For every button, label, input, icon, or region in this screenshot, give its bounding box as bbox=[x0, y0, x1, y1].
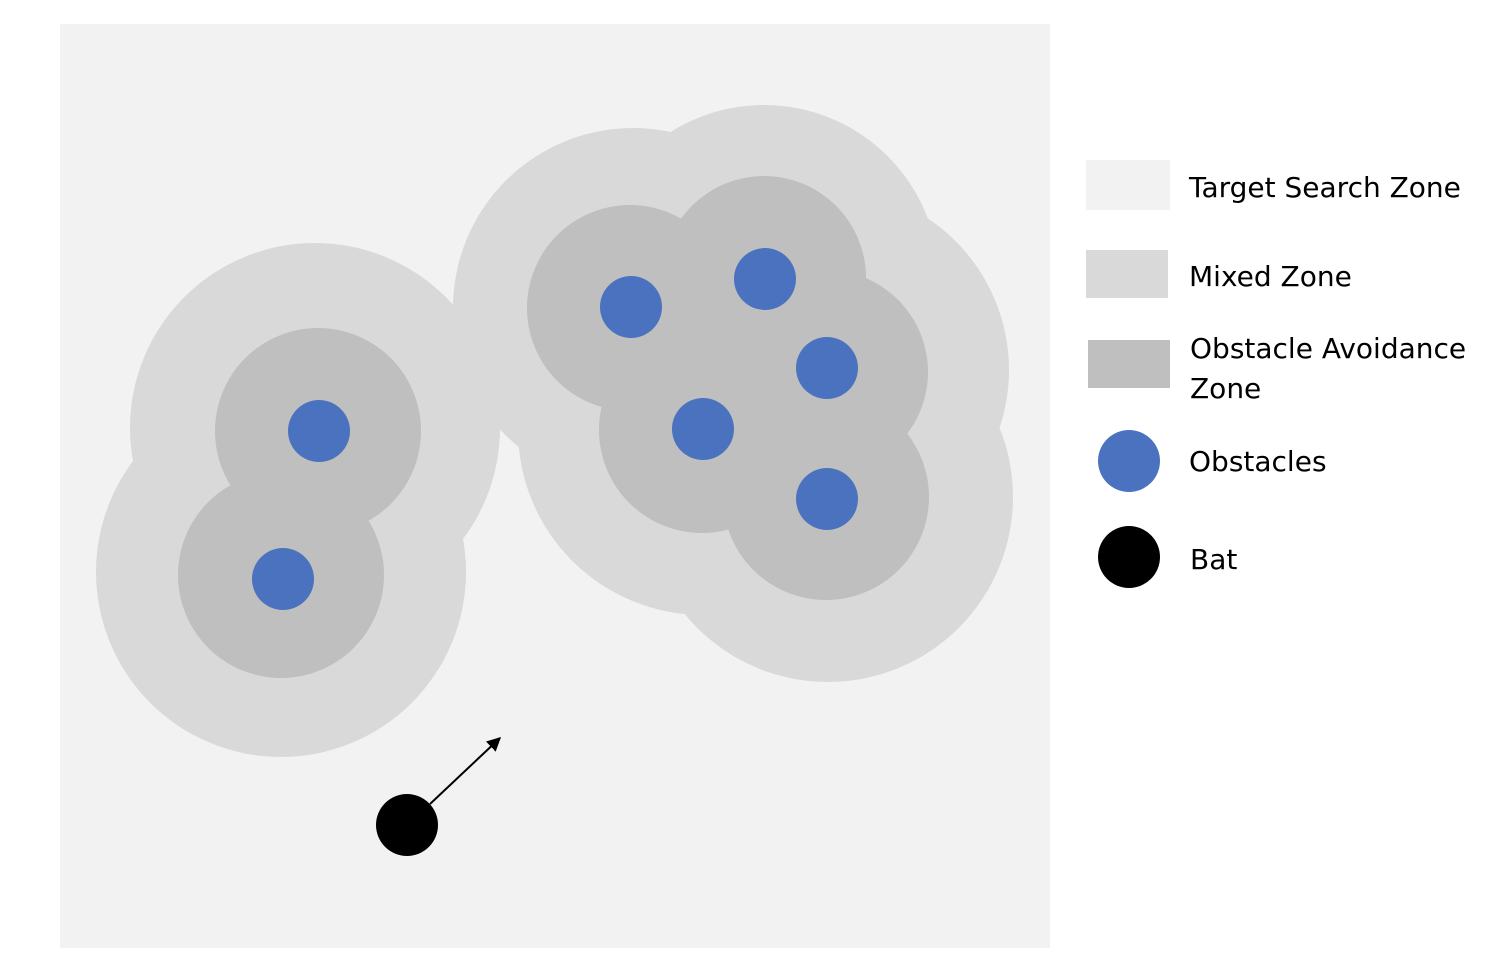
legend-label-obstacles: Obstacles bbox=[1189, 445, 1327, 478]
bat-heading-arrow bbox=[429, 737, 502, 805]
legend-swatch-mixed-zone bbox=[1086, 250, 1168, 298]
obstacle-group bbox=[252, 248, 858, 610]
obstacle bbox=[288, 400, 350, 462]
obstacle bbox=[796, 468, 858, 530]
obstacle bbox=[672, 398, 734, 460]
legend-label-obstacle-avoidance-zone: Obstacle Avoidance bbox=[1190, 332, 1466, 365]
legend-swatch-obstacle bbox=[1098, 430, 1160, 492]
legend-label-target-search-zone: Target Search Zone bbox=[1188, 171, 1461, 204]
obstacle bbox=[600, 276, 662, 338]
legend-label-obstacle-avoidance-zone-line2: Zone bbox=[1190, 372, 1261, 405]
legend: Target Search Zone Mixed Zone Obstacle A… bbox=[1086, 160, 1466, 588]
obstacle bbox=[734, 248, 796, 310]
bat bbox=[376, 794, 438, 856]
obstacle bbox=[252, 548, 314, 610]
legend-label-bat: Bat bbox=[1190, 543, 1237, 576]
obstacle bbox=[796, 337, 858, 399]
legend-swatch-target-search-zone bbox=[1086, 160, 1170, 210]
legend-swatch-bat bbox=[1098, 526, 1160, 588]
legend-swatch-obstacle-avoidance-zone bbox=[1088, 340, 1170, 388]
legend-label-mixed-zone: Mixed Zone bbox=[1189, 260, 1352, 293]
